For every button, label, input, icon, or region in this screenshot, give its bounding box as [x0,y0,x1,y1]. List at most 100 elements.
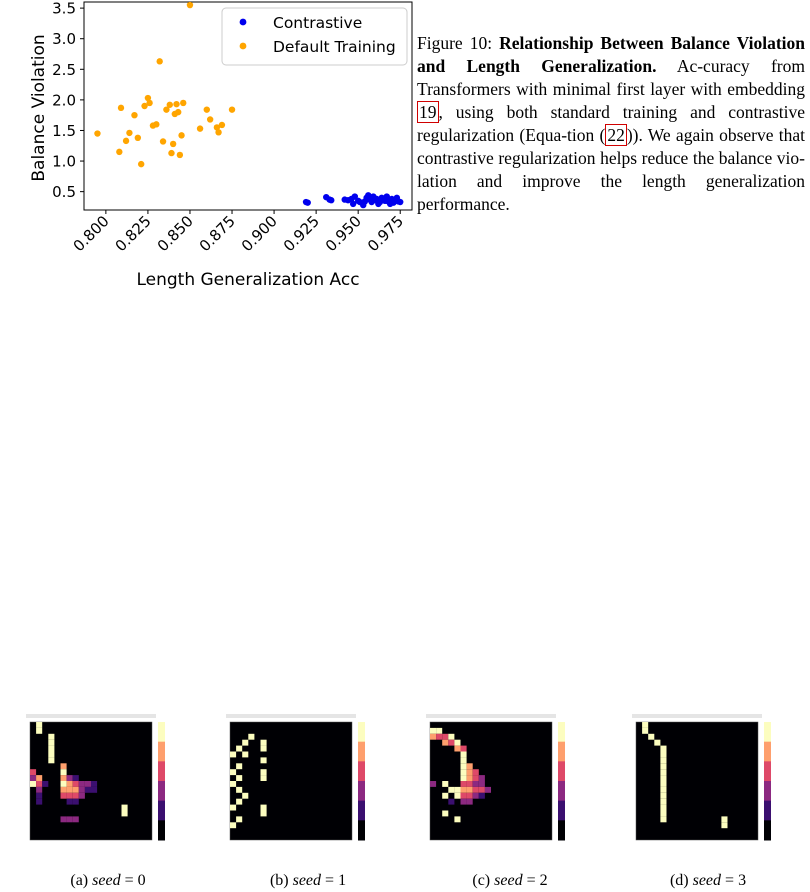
heatmap-cell [66,786,73,793]
heatmap-cell [48,757,55,764]
point-contrastive [304,199,311,206]
heatmap-cell [230,822,237,829]
colorbar-segment [764,741,771,762]
heatmap-cell [48,733,55,740]
heatmap-cell [654,739,661,746]
heatmap-cell [660,745,667,752]
heatmap-cell [466,786,473,793]
heatmap-cell [30,781,37,787]
point-default-training [153,121,160,128]
heatmap-cell [36,727,43,734]
heatmap-cell [448,739,455,746]
point-default-training [166,101,173,108]
heatmap-cell [642,727,649,734]
point-contrastive [349,200,357,208]
point-default-training [215,129,222,136]
heatmap-cell [442,781,449,787]
colorbar-segment [158,820,165,841]
x-tick-label: 0.875 [196,212,239,255]
point-default-training [146,99,153,107]
heatmap-cell [442,810,449,817]
heatmap-cell [260,739,267,746]
heatmap-cell [454,792,461,799]
heatmap-cell [230,751,237,758]
heatmap-cell [442,733,449,740]
heatmap-cell [466,775,473,781]
heatmap-cell [36,786,43,793]
heatmap-cell [660,751,667,758]
point-default-training [176,151,184,159]
heatmap-cell [454,786,461,793]
heatmap-cell [454,739,461,746]
heatmap-cell [430,781,437,787]
point-default-training [94,130,101,137]
point-default-training [218,121,226,129]
heatmap-cell [66,792,73,799]
equation-link[interactable]: 22 [605,124,627,146]
caption-text-1: Ac-curacy from Transformers with minimal… [417,56,805,99]
attention-heatmap-seed-2 [426,714,565,841]
point-default-training [137,160,145,168]
heatmap-title-strip [426,714,556,718]
colorbar-segment [764,800,771,821]
heatmap-cell [121,810,128,817]
heatmap-cell [466,781,473,787]
heatmap-cell [472,769,479,776]
y-tick-label: 1.5 [52,122,76,140]
heatmap-cell [66,816,73,823]
heatmap-cell [236,775,243,781]
plot-frame [83,1,413,211]
colorbar-segment [358,761,365,782]
colorbar-segment [358,800,365,821]
point-contrastive [351,193,359,200]
x-tick-label: 0.950 [322,212,365,255]
figure-caption: Figure 10: Relationship Between Balance … [417,32,805,216]
x-tick-label: 0.850 [154,212,197,255]
heatmap-cell [36,792,43,799]
heatmap-cell [460,786,467,793]
heatmap-cell [460,751,467,758]
legend-label-contrastive: Contrastive [273,14,362,32]
colorbar-segment [764,781,771,802]
heatmap-cell [460,798,467,805]
heatmap-cell [466,798,473,805]
legend: Contrastive Default Training [221,7,408,66]
heatmap-cell [36,798,43,805]
heatmap-cell [84,786,91,793]
heatmap-cell [230,781,237,787]
heatmap-cell [484,786,491,793]
heatmap-cell [478,781,485,787]
x-tick-label: 0.800 [70,212,113,255]
heatmap-cell [236,763,243,770]
point-default-training [141,102,148,110]
heatmap-cell [72,786,79,793]
heatmap-cell [60,792,67,799]
heatmap-cell [478,786,485,793]
heatmap-cell [430,727,437,734]
y-tick-label: 0.5 [52,183,76,201]
heatmap-cell [436,727,443,734]
heatmap-cell [460,757,467,764]
heatmap-cell [260,757,267,764]
heatmap-cell [660,804,667,811]
citation-link[interactable]: 19 [417,101,439,123]
colorbar-segment [764,761,771,782]
heatmap-cell [260,804,267,811]
heatmap-cell [48,745,55,752]
attention-heatmap-seed-0 [26,714,165,841]
heatmap-cell [472,781,479,787]
heatmap-cell [230,804,237,811]
caption-text-2: , using both standard training and contr… [417,102,805,145]
heatmap-cell [230,769,237,776]
point-default-training [203,106,210,113]
heatmap-cell [36,775,43,781]
caption-title: Relationship Between Balance Violation a… [417,33,806,76]
attention-heatmap-seed-1 [226,714,365,841]
colorbar-segment [558,722,565,743]
heatmap-cell [60,816,67,823]
point-default-training [116,148,123,156]
attention-heatmap-seed-3 [632,714,771,841]
heatmap-cell [60,775,67,781]
heatmap-cell [660,763,667,770]
heatmap-cell [721,822,728,829]
